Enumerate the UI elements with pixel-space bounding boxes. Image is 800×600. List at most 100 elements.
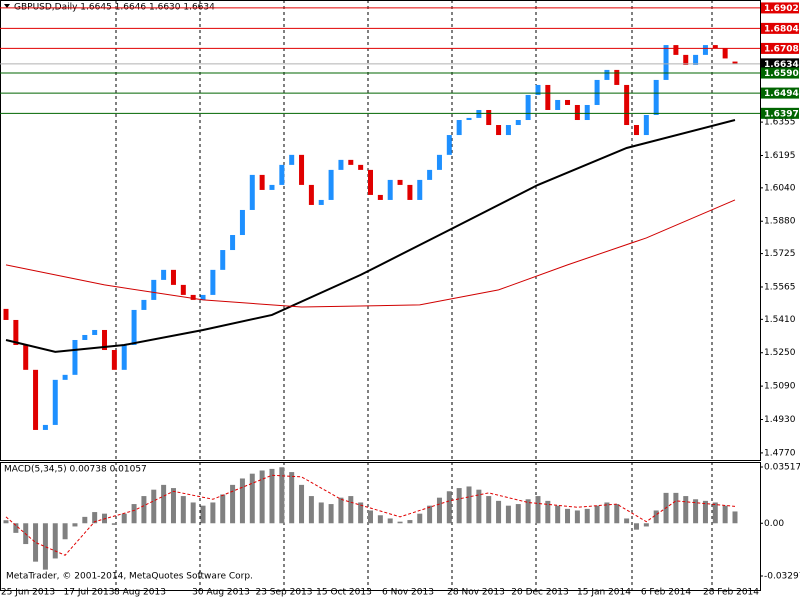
candle — [427, 169, 433, 180]
candle — [614, 69, 620, 85]
histogram-bar — [358, 502, 364, 524]
histogram-bar — [62, 523, 68, 540]
histogram-bar — [732, 511, 738, 524]
candle — [358, 164, 364, 170]
candle — [121, 345, 127, 370]
level-label: 1.6397 — [764, 109, 799, 119]
x-tick-label: 28 Nov 2013 — [447, 588, 505, 598]
y-tick-label: 1.4770 — [764, 448, 796, 458]
level-label-box — [761, 107, 799, 119]
x-tick-label: 23 Sep 2013 — [255, 588, 312, 598]
level-label-box — [761, 67, 799, 79]
histogram-bar — [210, 502, 216, 524]
candle — [446, 135, 452, 155]
candle — [23, 345, 29, 370]
candle — [289, 154, 295, 165]
histogram-bar — [289, 472, 295, 524]
candle — [683, 54, 689, 65]
histogram-bar — [239, 478, 245, 524]
candle — [13, 319, 19, 345]
histogram-bar — [693, 499, 699, 524]
histogram-bar — [318, 502, 324, 524]
histogram-bar — [584, 508, 590, 524]
line — [5, 474, 736, 556]
x-tick-label: 15 Oct 2013 — [316, 588, 372, 598]
candle — [190, 294, 196, 300]
histogram-bar — [151, 489, 157, 524]
candle — [161, 269, 167, 280]
candle — [565, 99, 571, 105]
candle — [663, 45, 669, 80]
candle — [131, 309, 137, 345]
histogram-bar — [712, 502, 718, 524]
histogram-bar — [377, 515, 383, 524]
menu-triangle — [4, 4, 10, 8]
candle — [407, 184, 413, 200]
histogram-bar — [456, 488, 462, 524]
histogram-bar — [555, 505, 561, 524]
histogram-bar — [131, 504, 137, 524]
candle — [141, 299, 147, 310]
level-label: 1.6494 — [764, 89, 799, 99]
candle — [505, 125, 511, 136]
candle — [633, 125, 639, 136]
y-tick-label: 1.4930 — [764, 415, 796, 425]
candle — [151, 279, 157, 300]
candle — [476, 109, 482, 118]
histogram-bar — [13, 523, 19, 533]
level-label: 1.6590 — [764, 69, 799, 79]
candle — [33, 369, 39, 430]
candle — [269, 184, 275, 190]
histogram-bar — [269, 468, 275, 524]
histogram-bar — [141, 496, 147, 524]
histogram-bar — [702, 500, 708, 524]
histogram-bar — [308, 496, 314, 524]
candle — [535, 84, 541, 95]
histogram-bar — [545, 500, 551, 524]
candle — [436, 154, 442, 170]
candle — [82, 334, 88, 340]
candle — [230, 235, 236, 251]
candle — [170, 269, 176, 285]
candle — [180, 284, 186, 295]
candle — [584, 104, 590, 121]
line — [5, 199, 736, 308]
histogram-bar — [466, 486, 472, 524]
candle — [397, 179, 403, 185]
candle — [42, 424, 48, 430]
x-tick-label: 8 Aug 2013 — [114, 588, 166, 598]
histogram-bar — [565, 508, 571, 524]
y-tick-label: 1.5410 — [764, 315, 796, 325]
histogram-bar — [111, 523, 117, 525]
candle — [368, 169, 373, 195]
histogram-bar — [496, 500, 502, 524]
y-tick-label: -0.03297 — [764, 572, 800, 582]
histogram-bar — [525, 499, 531, 524]
histogram-bar — [535, 496, 541, 524]
histogram-bar — [397, 521, 403, 524]
candle — [653, 79, 659, 115]
candle — [299, 154, 305, 185]
candle — [220, 250, 226, 270]
histogram-bar — [515, 504, 521, 524]
candle — [624, 84, 630, 126]
histogram-bar — [279, 467, 285, 524]
x-tick-label: 6 Nov 2013 — [382, 588, 434, 598]
candle — [102, 329, 108, 351]
y-tick-label: 1.5250 — [764, 348, 796, 358]
y-tick-label: 1.5090 — [764, 382, 796, 392]
histogram-bar — [427, 505, 433, 524]
candle — [318, 199, 324, 205]
histogram-bar — [604, 502, 610, 524]
histogram-bar — [446, 491, 452, 524]
histogram-bar — [33, 523, 39, 562]
candle — [239, 209, 245, 236]
histogram-bar — [180, 496, 186, 524]
candle — [249, 174, 255, 210]
level-label: 1.6708 — [764, 44, 799, 54]
level-label: 1.6634 — [764, 60, 799, 70]
y-tick-label: 1.6355 — [764, 118, 796, 128]
histogram-bar — [683, 496, 689, 524]
histogram-bar — [200, 505, 206, 524]
